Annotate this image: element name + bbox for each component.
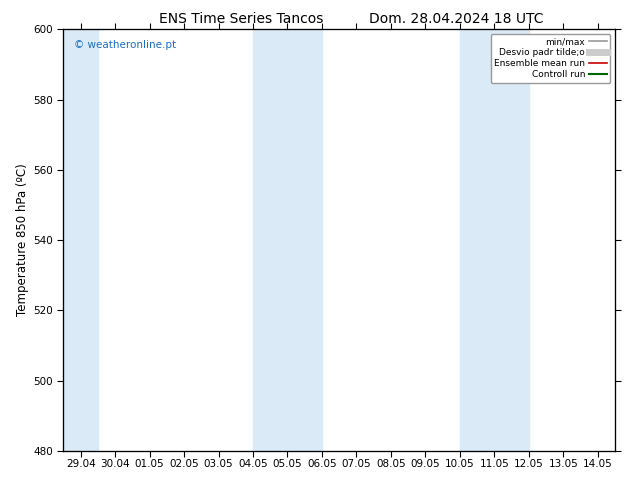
Y-axis label: Temperature 850 hPa (ºC): Temperature 850 hPa (ºC) (16, 164, 29, 317)
Bar (63, 29, 98, 451)
Bar (253, 29, 322, 451)
Legend: min/max, Desvio padr tilde;o, Ensemble mean run, Controll run: min/max, Desvio padr tilde;o, Ensemble m… (491, 34, 611, 82)
Text: © weatheronline.pt: © weatheronline.pt (74, 40, 176, 50)
Bar (460, 29, 529, 451)
Text: ENS Time Series Tancos: ENS Time Series Tancos (158, 12, 323, 26)
Text: Dom. 28.04.2024 18 UTC: Dom. 28.04.2024 18 UTC (369, 12, 544, 26)
